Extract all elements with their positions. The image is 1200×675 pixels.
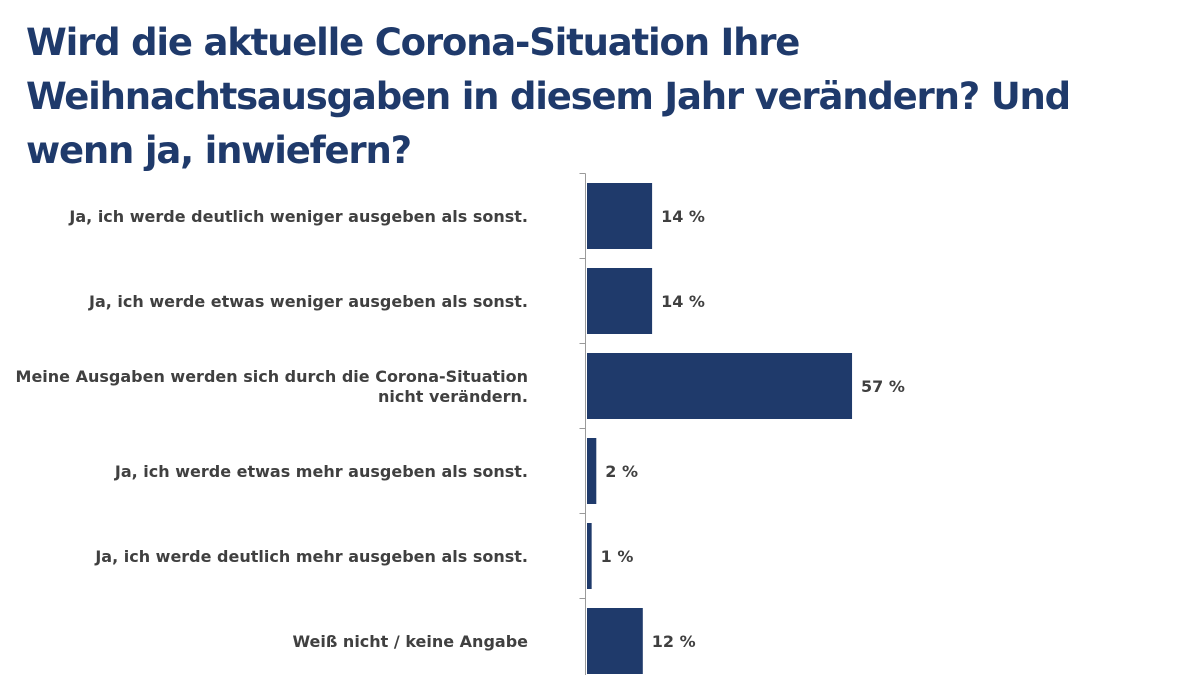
category-label-line: Ja, ich werde etwas weniger ausgeben als… bbox=[88, 292, 528, 311]
value-labels: 14 % 14 % 57 % 2 % 1 % 12 % bbox=[601, 207, 905, 651]
category-label-line: Meine Ausgaben werden sich durch die Cor… bbox=[16, 367, 528, 386]
category-label: Ja, ich werde etwas weniger ausgeben als… bbox=[88, 292, 528, 311]
value-label: 2 % bbox=[605, 462, 638, 481]
bar bbox=[587, 438, 597, 504]
category-label: Meine Ausgaben werden sich durch die Cor… bbox=[16, 367, 528, 406]
value-label: 12 % bbox=[652, 632, 696, 651]
category-label-line: Ja, ich werde deutlich mehr ausgeben als… bbox=[94, 547, 528, 566]
bar bbox=[587, 353, 853, 419]
value-label: 1 % bbox=[601, 547, 634, 566]
category-label-line: nicht verändern. bbox=[378, 387, 528, 406]
bar bbox=[587, 268, 653, 334]
bar bbox=[587, 608, 643, 674]
category-label: Ja, ich werde deutlich mehr ausgeben als… bbox=[94, 547, 528, 566]
value-label: 57 % bbox=[861, 377, 905, 396]
category-label-line: Ja, ich werde etwas mehr ausgeben als so… bbox=[114, 462, 528, 481]
value-label: 14 % bbox=[661, 292, 705, 311]
category-label: Ja, ich werde deutlich weniger ausgeben … bbox=[68, 207, 528, 226]
chart-title: Wird die aktuelle Corona-Situation Ihre … bbox=[26, 21, 1071, 172]
category-labels: Ja, ich werde deutlich weniger ausgeben … bbox=[16, 207, 529, 651]
category-label: Ja, ich werde etwas mehr ausgeben als so… bbox=[114, 462, 528, 481]
bar bbox=[587, 183, 653, 249]
category-label: Weiß nicht / keine Angabe bbox=[292, 632, 528, 651]
category-label-line: Weiß nicht / keine Angabe bbox=[292, 632, 528, 651]
value-label: 14 % bbox=[661, 207, 705, 226]
category-axis bbox=[579, 173, 586, 675]
bars-group bbox=[587, 183, 853, 674]
category-label-line: Ja, ich werde deutlich weniger ausgeben … bbox=[68, 207, 528, 226]
bar bbox=[587, 523, 592, 589]
